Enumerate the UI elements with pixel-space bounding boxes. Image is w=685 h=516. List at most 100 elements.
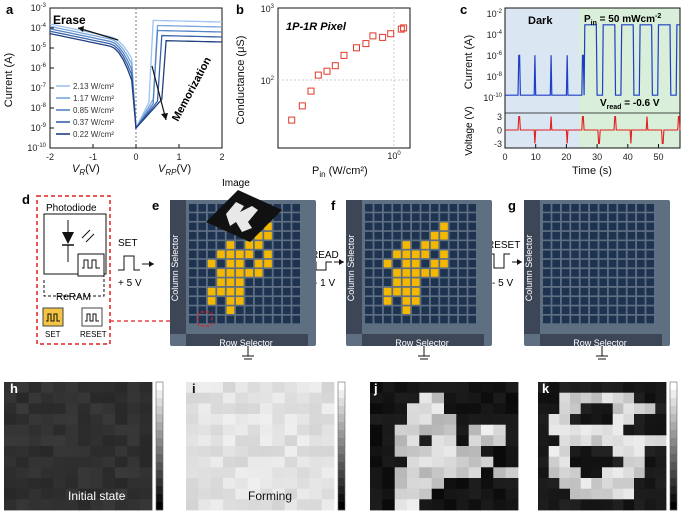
grid-e-cell-3-2: [207, 231, 216, 240]
panel-a-ytick-exp-3: -6: [41, 63, 47, 69]
map-i-cell-5-8: [284, 435, 298, 447]
grid-f-cell-12-4: [402, 315, 411, 324]
panel-a-xtick-label-2: 0: [133, 152, 138, 162]
map-k-cell-6-4: [580, 446, 592, 458]
map-h-cell-5-7: [90, 435, 103, 447]
map-j-cell-0-4: [419, 382, 432, 394]
grid-e-cell-7-1: [198, 269, 206, 277]
grid-e-cell-5-2: [207, 250, 216, 259]
panel-b-ylabel: Conductance (μS): [235, 36, 247, 125]
grid-e-cell-8-6: [245, 278, 253, 286]
map-i-cell-3-6: [260, 414, 273, 426]
grid-f-cell-1-10: [459, 213, 467, 221]
grid-e-cell-7-5: [236, 269, 244, 277]
map-k-cell-11-4: [580, 499, 592, 511]
map-h-cell-6-11: [139, 446, 153, 458]
map-j-cell-3-6: [444, 414, 457, 426]
map-h-cell-0-8: [102, 382, 116, 394]
grid-e-cell-4-5: [236, 241, 244, 249]
conductance-map-k: [538, 382, 667, 511]
map-k-cell-0-4: [580, 382, 592, 394]
map-h-cell-0-0: [4, 382, 17, 394]
map-j-cell-9-3: [407, 478, 420, 490]
panel-c-ytick-top-base-3: 10: [487, 72, 497, 82]
grid-e-cell-11-5: [236, 306, 244, 314]
grid-g-cell-6-7: [608, 259, 617, 268]
grid-g-cell-12-2: [561, 315, 570, 324]
panel-a-legend-label-0: 2.13 W/cm²: [73, 82, 114, 91]
grid-f-cell-1-7: [430, 213, 439, 221]
map-k-cell-5-7: [612, 435, 624, 447]
panel-a-xlabel-left: VR(V): [72, 163, 100, 177]
map-i-cell-4-4: [235, 424, 248, 436]
map-h-cell-8-3: [41, 467, 54, 479]
map-i-cell-3-11: [321, 414, 335, 426]
map-k-cell-7-2: [559, 456, 571, 468]
map-i-cell-6-8: [284, 446, 298, 458]
grid-e-cell-12-4: [226, 315, 235, 324]
map-j-cell-5-9: [481, 435, 494, 447]
map-j-cell-6-7: [456, 446, 469, 458]
grid-g-cell-4-9: [627, 241, 636, 249]
grid-g-cell-9-1: [552, 287, 560, 296]
map-h-cell-10-2: [28, 488, 42, 500]
map-k-cell-0-2: [559, 382, 571, 394]
grid-f-cell-7-5: [412, 269, 420, 277]
step-set-voltage: + 5 V: [118, 278, 142, 289]
grid-g-cell-10-1: [552, 297, 560, 305]
bar-k-step-2: [670, 398, 677, 407]
map-k-cell-10-11: [655, 488, 667, 500]
map-j-cell-4-2: [394, 424, 408, 436]
grid-f-cell-12-7: [430, 315, 439, 324]
bar-i-step-3: [338, 406, 345, 415]
grid-f-cell-11-1: [374, 306, 382, 314]
map-k-cell-6-6: [602, 446, 614, 458]
grid-g-cell-10-11: [646, 297, 654, 305]
grid-g-cell-10-5: [590, 297, 598, 305]
map-h-cell-2-4: [53, 403, 66, 415]
grid-e-cell-4-2: [207, 241, 216, 249]
panel-letter-h: h: [10, 381, 18, 396]
map-j-cell-2-11: [505, 403, 519, 415]
map-i-cell-3-10: [309, 414, 322, 426]
bar-i-outline: [337, 381, 346, 511]
panel-letter-g: g: [508, 198, 516, 213]
grid-g-cell-3-3: [571, 231, 579, 240]
map-i-cell-0-6: [260, 382, 273, 394]
grid-g-cell-5-2: [561, 250, 570, 259]
map-i-cell-11-2: [210, 499, 224, 511]
grid-e-cell-10-10: [283, 297, 291, 305]
map-h-cell-4-2: [28, 424, 42, 436]
bar-k-step-1: [670, 390, 677, 399]
grid-e-cell-10-0: [189, 297, 197, 305]
grid-e-cell-7-3: [217, 269, 225, 277]
grid-f-ground-icon: [418, 346, 430, 360]
map-i-cell-5-1: [198, 435, 211, 447]
grid-g-cell-11-4: [580, 306, 589, 314]
map-j-cell-8-0: [370, 467, 383, 479]
map-j-cell-4-7: [456, 424, 469, 436]
grid-e-cell-11-8: [264, 306, 272, 314]
map-k-cell-0-10: [644, 382, 656, 394]
map-h-cell-4-6: [78, 424, 91, 436]
bar-h-step-4: [156, 414, 163, 423]
grid-f-cell-6-0: [365, 259, 373, 268]
panel-a-ytick-label-4: 10-7: [31, 83, 47, 93]
map-k-cell-1-5: [591, 392, 603, 404]
map-k-cell-0-9: [634, 382, 646, 394]
map-h-cell-4-0: [4, 424, 17, 436]
map-j-cell-6-2: [394, 446, 408, 458]
bar-k-step-3: [670, 406, 677, 415]
map-i-cell-8-0: [186, 467, 199, 479]
map-k-cell-5-0: [538, 435, 550, 447]
grid-f-cell-12-10: [459, 315, 467, 324]
map-h-cell-3-11: [139, 414, 153, 426]
grid-e-cell-11-1: [198, 306, 206, 314]
map-k-cell-7-1: [548, 456, 560, 468]
map-k-cell-11-11: [655, 499, 667, 511]
grid-f-cell-4-0: [365, 241, 373, 249]
bar-h-step-14: [156, 494, 163, 503]
map-h-cell-10-10: [127, 488, 140, 500]
map-k-cell-10-2: [559, 488, 571, 500]
grid-g-cell-0-7: [608, 204, 617, 212]
